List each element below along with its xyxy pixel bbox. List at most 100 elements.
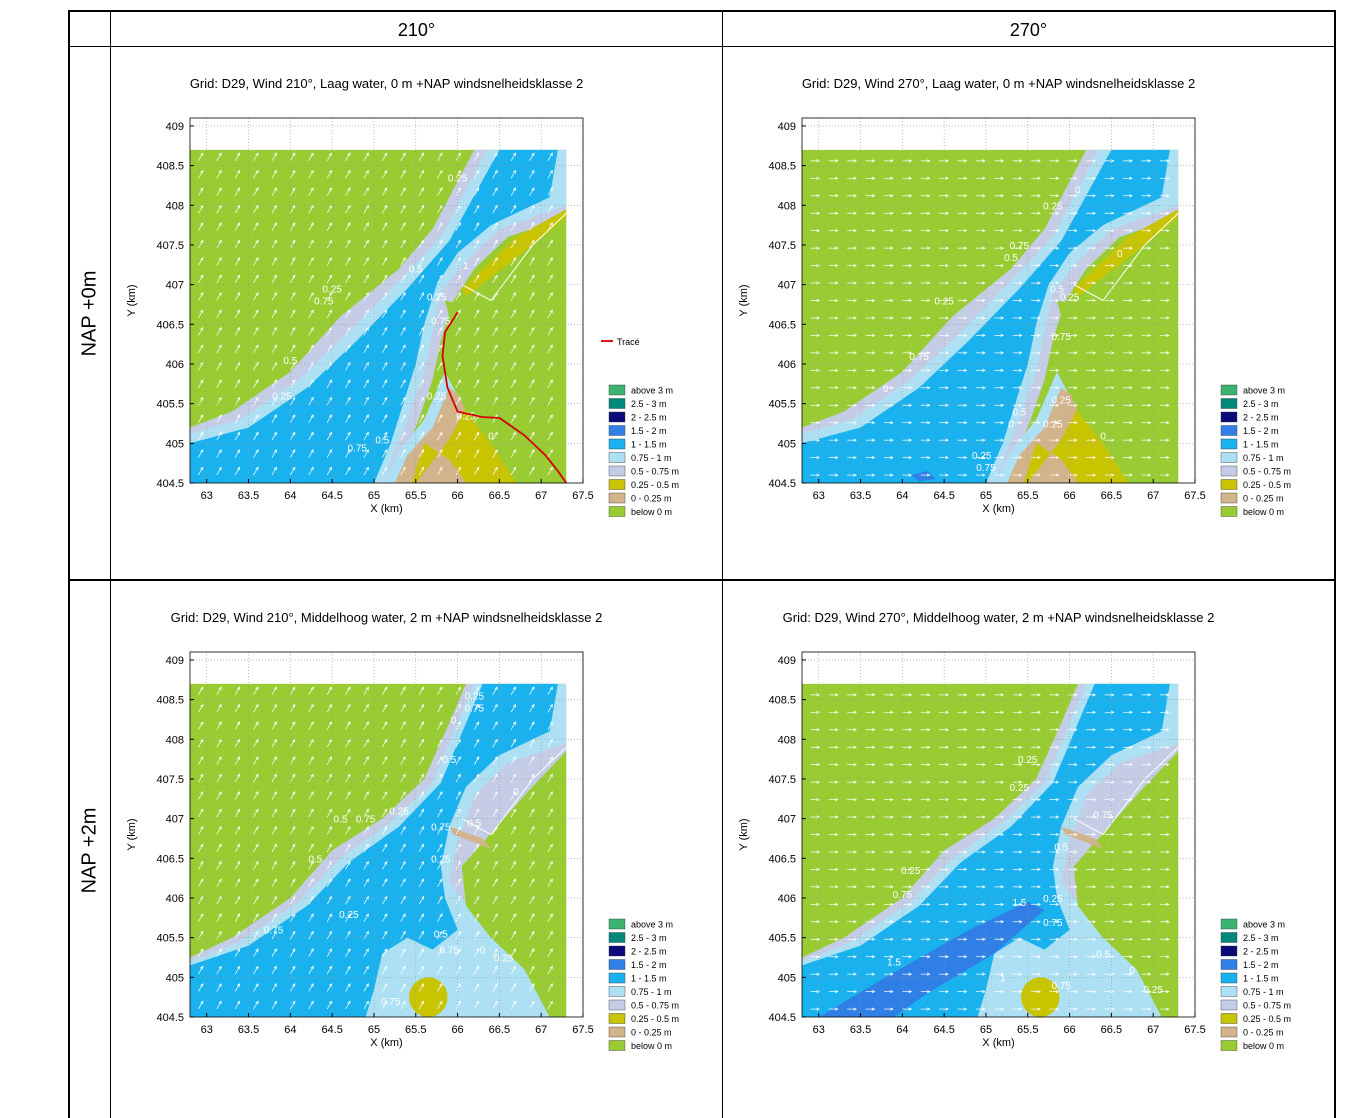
- wind-arrow-head: [384, 187, 388, 191]
- wind-arrow-head: [1055, 176, 1060, 180]
- wind-arrow: [382, 948, 388, 957]
- wind-arrow-head: [1018, 850, 1023, 854]
- wind-arrow: [290, 843, 296, 853]
- wind-arrow-head: [926, 815, 931, 819]
- wind-arrow-head: [420, 738, 425, 743]
- wind-arrow: [253, 826, 259, 835]
- legend-swatch: [1220, 1040, 1238, 1051]
- wind-arrow-head: [310, 466, 314, 471]
- legend-swatch: [608, 452, 626, 463]
- wind-arrow-head: [420, 913, 425, 918]
- wind-arrow-head: [1018, 159, 1023, 163]
- wind-arrow-head: [1074, 955, 1078, 959]
- wind-arrow: [473, 861, 480, 870]
- wind-arrow: [529, 152, 535, 162]
- contour-label: 0.75: [314, 296, 334, 307]
- wind-arrow-head: [328, 222, 333, 226]
- legend-swatch: [608, 972, 626, 984]
- wind-arrow-head: [292, 895, 296, 900]
- wind-arrow-head: [1018, 1007, 1023, 1011]
- wind-arrow-head: [273, 791, 277, 795]
- wind-arrow-head: [926, 246, 931, 250]
- wind-arrow: [382, 187, 388, 196]
- wind-arrow-head: [908, 745, 913, 749]
- wind-arrow-head: [512, 344, 516, 349]
- wind-arrow-head: [549, 152, 553, 157]
- wind-arrow-head: [218, 466, 222, 471]
- wind-arrow: [271, 344, 277, 354]
- wind-arrow-head: [292, 396, 296, 401]
- y-tick-label: 408: [778, 734, 796, 746]
- wind-arrow-head: [1055, 1007, 1060, 1011]
- wind-arrow: [326, 983, 332, 992]
- wind-arrow-head: [512, 930, 516, 935]
- wind-arrow-head: [1074, 351, 1078, 355]
- wind-arrow: [253, 686, 259, 696]
- wind-arrow-head: [512, 913, 516, 918]
- wind-arrow-head: [200, 826, 204, 830]
- wind-arrow-head: [926, 455, 931, 460]
- wind-arrow: [400, 344, 406, 354]
- wind-arrow: [308, 931, 314, 940]
- wind-arrow-head: [218, 169, 222, 174]
- wind-arrow-head: [218, 965, 222, 970]
- wind-arrow: [547, 913, 553, 922]
- wind-arrow: [510, 467, 516, 476]
- wind-arrow-head: [347, 983, 351, 987]
- wind-arrow: [290, 152, 296, 162]
- wind-arrow-head: [1055, 316, 1060, 320]
- wind-arrow: [253, 791, 259, 800]
- wind-arrow-head: [1110, 867, 1115, 872]
- wind-arrow-head: [512, 965, 516, 970]
- wind-arrow: [216, 739, 222, 748]
- wind-arrow-head: [292, 326, 296, 331]
- wind-arrow-head: [945, 955, 949, 959]
- wind-arrow: [400, 861, 406, 870]
- wind-arrow: [510, 327, 516, 336]
- wind-arrow-head: [402, 773, 406, 778]
- wind-arrow-head: [273, 344, 277, 349]
- wind-arrow-head: [926, 972, 931, 976]
- wind-arrow-head: [218, 930, 222, 935]
- wind-arrow-head: [310, 292, 314, 296]
- x-tick-label: 67.5: [572, 490, 593, 502]
- wind-arrow-head: [1055, 780, 1060, 784]
- wind-arrow-head: [384, 414, 388, 418]
- wind-arrow: [253, 275, 259, 284]
- wind-arrow: [400, 449, 406, 458]
- wind-arrow-head: [476, 449, 480, 453]
- wind-arrow-head: [494, 983, 498, 987]
- wind-arrow-head: [1110, 298, 1115, 303]
- wind-arrow: [547, 966, 553, 975]
- contour-label: 0.25: [431, 854, 451, 865]
- wind-arrow-head: [1092, 386, 1097, 390]
- wind-arrow-head: [328, 344, 333, 349]
- wind-arrow-head: [402, 414, 406, 418]
- wind-arrow: [326, 170, 332, 179]
- wind-arrow-head: [1110, 780, 1115, 784]
- wind-arrow: [326, 467, 332, 476]
- wind-arrow: [437, 948, 443, 957]
- wind-arrow-head: [549, 843, 553, 848]
- chart-panel-210-nap2: Grid: D29, Wind 210°, Middelhoog water, …: [126, 610, 679, 1051]
- wind-arrow-head: [816, 797, 821, 802]
- wind-arrow: [492, 414, 498, 423]
- wind-arrow-head: [853, 745, 857, 749]
- wind-arrow-head: [384, 379, 388, 384]
- wind-arrow: [290, 739, 296, 748]
- wind-arrow-head: [420, 686, 425, 691]
- legend-swatch: [608, 918, 626, 930]
- wind-arrow: [400, 948, 406, 957]
- wind-arrow-head: [384, 843, 388, 848]
- wind-arrow: [382, 1001, 388, 1010]
- wind-arrow-head: [531, 1000, 535, 1005]
- wind-arrow-head: [1037, 815, 1041, 819]
- wind-arrow-head: [310, 152, 314, 157]
- wind-arrow-head: [1018, 316, 1023, 320]
- wind-arrow: [271, 205, 277, 214]
- wind-arrow: [400, 257, 406, 266]
- x-tick-label: 66: [451, 490, 463, 502]
- wind-arrow-head: [549, 257, 553, 261]
- wind-arrow: [198, 152, 204, 162]
- wind-arrow-head: [365, 309, 369, 314]
